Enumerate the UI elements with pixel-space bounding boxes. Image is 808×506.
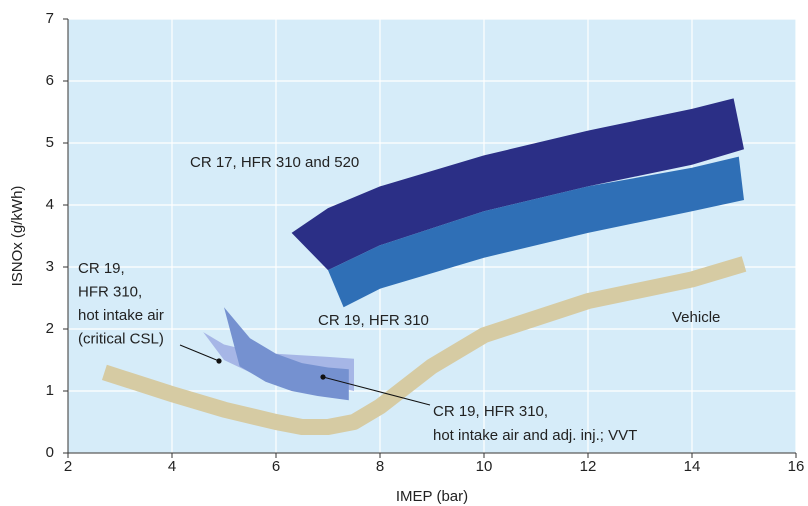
series-label: hot intake air and adj. inj.; VVT bbox=[433, 427, 637, 444]
y-tick-label: 0 bbox=[46, 444, 54, 461]
series-label: CR 19, HFR 310, bbox=[433, 403, 548, 420]
y-tick-label: 7 bbox=[46, 10, 54, 27]
band bbox=[224, 307, 349, 401]
band bbox=[328, 156, 744, 308]
pointer-dot bbox=[320, 374, 326, 380]
y-tick-label: 3 bbox=[46, 258, 54, 275]
x-tick-label: 8 bbox=[376, 458, 384, 475]
y-tick-label: 5 bbox=[46, 134, 54, 151]
series-label: hot intake air bbox=[78, 307, 164, 324]
band bbox=[291, 98, 744, 271]
pointer bbox=[322, 376, 431, 406]
series-label: Vehicle bbox=[672, 309, 720, 326]
y-axis-label: ISNOx (g/kWh) bbox=[9, 186, 26, 287]
pointer bbox=[179, 344, 220, 362]
x-tick-label: 14 bbox=[684, 458, 701, 475]
line bbox=[101, 256, 747, 435]
y-tick-label: 2 bbox=[46, 320, 54, 337]
pointer-dot bbox=[216, 358, 222, 364]
x-tick-label: 12 bbox=[580, 458, 597, 475]
x-tick-label: 10 bbox=[476, 458, 493, 475]
y-tick-label: 4 bbox=[46, 196, 54, 213]
series-label: CR 19, bbox=[78, 260, 125, 277]
series-label: HFR 310, bbox=[78, 283, 142, 300]
y-tick-label: 6 bbox=[46, 72, 54, 89]
series-label: (critical CSL) bbox=[78, 330, 164, 347]
series-label: CR 17, HFR 310 and 520 bbox=[190, 154, 359, 171]
x-tick-label: 2 bbox=[64, 458, 72, 475]
x-axis-label: IMEP (bar) bbox=[396, 488, 468, 505]
y-tick-label: 1 bbox=[46, 382, 54, 399]
x-tick-label: 16 bbox=[788, 458, 805, 475]
series-label: CR 19, HFR 310 bbox=[318, 312, 429, 329]
x-tick-label: 6 bbox=[272, 458, 280, 475]
x-tick-label: 4 bbox=[168, 458, 176, 475]
